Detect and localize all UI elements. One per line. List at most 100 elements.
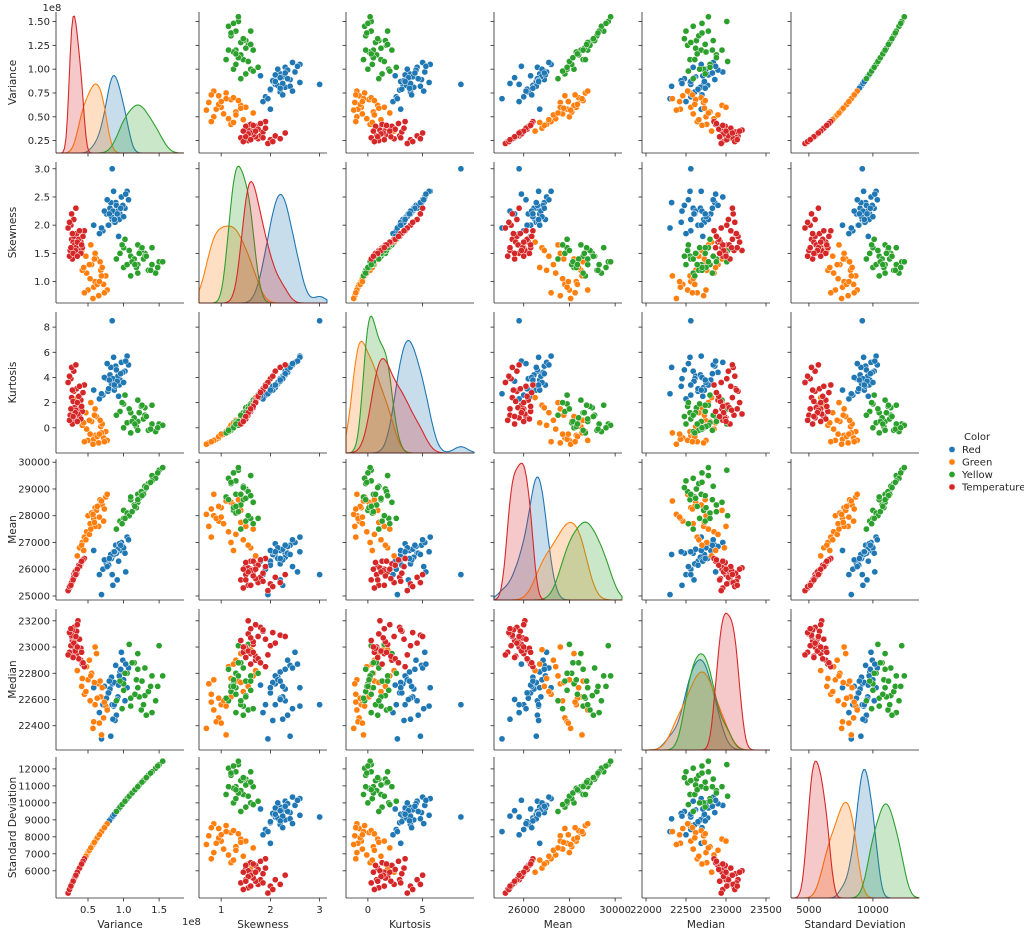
point-yellow <box>584 255 592 263</box>
point-temperature <box>401 855 409 863</box>
point-yellow <box>364 683 372 690</box>
point-green <box>695 536 703 544</box>
point-green <box>847 497 855 505</box>
point-green <box>237 838 245 846</box>
point-green <box>564 98 572 105</box>
point-red <box>853 196 861 204</box>
point-red <box>540 665 548 673</box>
point-green <box>382 541 389 549</box>
point-red <box>701 376 709 384</box>
point-temperature <box>719 860 727 868</box>
point-yellow <box>705 464 712 471</box>
point-green <box>561 825 569 832</box>
point-red <box>96 709 103 716</box>
point-red <box>271 78 279 85</box>
point-temperature <box>247 660 255 668</box>
point-yellow <box>706 235 714 243</box>
point-yellow <box>566 405 573 413</box>
panel-variance-vs-kurtosis <box>342 12 474 157</box>
point-yellow <box>375 697 383 705</box>
point-red <box>677 218 685 226</box>
point-red <box>697 187 705 195</box>
point-red <box>523 221 531 229</box>
point-yellow <box>685 399 692 406</box>
point-green <box>714 111 722 119</box>
point-temperature <box>528 389 536 396</box>
point-red <box>515 98 523 105</box>
y-tick-label: 25000 <box>18 591 50 602</box>
point-red <box>714 369 722 376</box>
point-green <box>81 438 88 446</box>
point-yellow <box>242 70 250 78</box>
point-yellow <box>602 20 610 27</box>
point-yellow <box>705 757 712 765</box>
point-temperature <box>810 398 818 405</box>
point-green <box>89 440 97 448</box>
y-tick-label: 0.75 <box>28 88 50 99</box>
point-red <box>535 381 542 389</box>
point-red <box>411 69 419 77</box>
point-green <box>564 831 572 839</box>
point-red <box>871 568 879 576</box>
point-green <box>93 694 101 702</box>
point-red <box>518 796 525 804</box>
point-temperature <box>403 587 411 594</box>
point-yellow <box>121 669 129 677</box>
point-red <box>426 533 434 541</box>
point-red <box>401 78 409 85</box>
point-yellow <box>693 261 701 268</box>
point-red <box>281 665 289 673</box>
point-yellow <box>559 399 566 406</box>
point-temperature <box>239 418 247 425</box>
point-green <box>691 101 699 108</box>
point-green <box>239 852 247 860</box>
point-green <box>850 91 858 99</box>
point-red <box>860 187 867 195</box>
point-red <box>668 815 675 823</box>
point-green <box>550 656 557 664</box>
point-red <box>498 828 506 835</box>
point-yellow <box>554 697 562 705</box>
point-yellow <box>875 702 883 710</box>
point-temperature <box>242 654 250 661</box>
point-temperature <box>811 639 819 647</box>
point-yellow <box>392 669 400 677</box>
point-green <box>86 261 93 268</box>
point-red <box>532 199 540 206</box>
point-green <box>826 264 834 271</box>
point-temperature <box>716 576 723 584</box>
point-temperature <box>237 637 245 644</box>
y-tick-label: 8000 <box>25 832 50 843</box>
point-red <box>269 717 277 724</box>
point-red <box>118 648 125 656</box>
point-red <box>262 701 269 709</box>
point-yellow <box>148 261 156 268</box>
point-red <box>515 317 523 325</box>
point-green <box>87 399 95 406</box>
point-red <box>856 210 863 218</box>
point-yellow <box>583 401 590 409</box>
point-green <box>676 430 683 438</box>
point-red <box>103 563 111 570</box>
point-yellow <box>869 686 877 694</box>
point-green <box>845 278 853 285</box>
point-red <box>681 366 688 374</box>
panel-kurtosis-vs-skewness <box>195 312 327 457</box>
point-temperature <box>239 643 247 651</box>
point-red <box>540 69 548 77</box>
point-yellow <box>709 252 717 260</box>
kde-yellow-median <box>642 653 770 751</box>
point-yellow <box>885 677 892 685</box>
point-red <box>286 551 294 558</box>
point-temperature <box>733 244 741 252</box>
point-temperature <box>504 252 512 260</box>
point-yellow <box>582 56 589 63</box>
point-green <box>220 845 227 853</box>
point-yellow <box>870 391 878 399</box>
point-green <box>838 725 845 732</box>
point-red <box>394 735 401 743</box>
point-green <box>701 830 709 838</box>
point-yellow <box>116 250 124 257</box>
point-red <box>860 548 868 556</box>
point-red <box>417 82 424 90</box>
